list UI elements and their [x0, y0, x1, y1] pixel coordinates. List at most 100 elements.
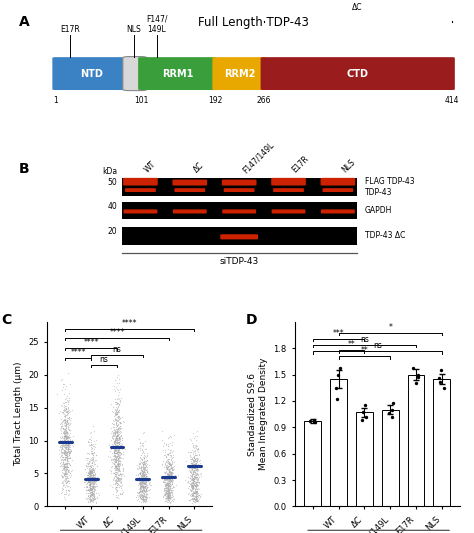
Point [64, 477, 72, 485]
Point [65, 489, 73, 498]
Point [187, 469, 195, 477]
Point [137, 459, 144, 468]
Point [193, 490, 201, 498]
Point [137, 465, 145, 474]
Point [91, 473, 98, 481]
Point [137, 495, 145, 503]
Point [193, 484, 201, 493]
Point [106, 447, 114, 455]
Point [64, 424, 71, 433]
Point [64, 441, 71, 449]
Point [116, 457, 124, 465]
Point [163, 463, 170, 472]
Point [170, 431, 178, 440]
Point [112, 478, 119, 487]
Point [163, 483, 170, 492]
Point [87, 497, 94, 506]
Point [90, 453, 97, 461]
Point [159, 457, 167, 465]
Point [189, 470, 197, 478]
Point [115, 446, 123, 455]
Point [114, 417, 122, 425]
Point [191, 474, 198, 483]
Point [140, 464, 147, 473]
Point [88, 482, 95, 490]
Point [91, 477, 99, 485]
Point [63, 459, 71, 468]
Point [112, 483, 120, 491]
Point [114, 458, 121, 467]
Point [59, 465, 66, 473]
Point [164, 462, 172, 471]
Point [140, 484, 148, 492]
Point [63, 438, 71, 446]
Point [108, 482, 116, 491]
Point [139, 439, 146, 448]
Point [63, 427, 71, 436]
Point [114, 462, 121, 470]
Point [66, 426, 73, 434]
Point [58, 433, 65, 442]
Point [140, 474, 147, 482]
Point [188, 474, 196, 483]
Point [87, 488, 95, 496]
Point [90, 465, 97, 474]
Point [67, 438, 75, 446]
Text: F147/
149L: F147/ 149L [146, 14, 167, 34]
Point [115, 433, 123, 441]
Point [190, 440, 197, 449]
Point [58, 444, 66, 453]
Point [162, 468, 169, 477]
Point [113, 425, 120, 434]
Point [60, 404, 67, 413]
Point [187, 495, 194, 503]
Point [108, 424, 115, 432]
Point [115, 436, 122, 445]
Point [170, 494, 177, 503]
Point [87, 471, 94, 480]
Point [57, 455, 65, 463]
Point [165, 474, 173, 483]
Point [137, 484, 144, 493]
Point [87, 486, 94, 494]
Point [90, 477, 98, 485]
Point [190, 477, 197, 485]
Point [194, 475, 202, 483]
Point [162, 473, 169, 482]
Point [111, 464, 118, 473]
Point [63, 470, 70, 479]
Point [361, 401, 368, 410]
Point [186, 466, 193, 474]
Point [168, 448, 175, 456]
Point [64, 438, 72, 447]
Point [112, 468, 120, 477]
Point [119, 442, 127, 450]
Point [112, 402, 120, 411]
Point [195, 471, 202, 479]
Point [168, 472, 176, 481]
Point [64, 423, 72, 432]
Point [191, 481, 199, 489]
Point [89, 475, 96, 484]
Point [113, 492, 120, 501]
Point [189, 446, 196, 455]
Point [138, 490, 146, 498]
Point [136, 479, 143, 487]
Point [169, 466, 176, 474]
Point [88, 483, 96, 492]
Point [86, 492, 93, 500]
Point [89, 488, 96, 497]
Point [93, 461, 101, 470]
Point [86, 473, 94, 482]
Point [163, 481, 170, 489]
Point [164, 486, 171, 494]
Point [159, 492, 166, 501]
Point [86, 485, 93, 494]
Point [64, 465, 72, 474]
Point [164, 478, 172, 487]
Point [165, 494, 173, 502]
Point [195, 491, 203, 499]
Point [169, 459, 176, 468]
Point [61, 450, 68, 459]
Point [196, 478, 203, 487]
